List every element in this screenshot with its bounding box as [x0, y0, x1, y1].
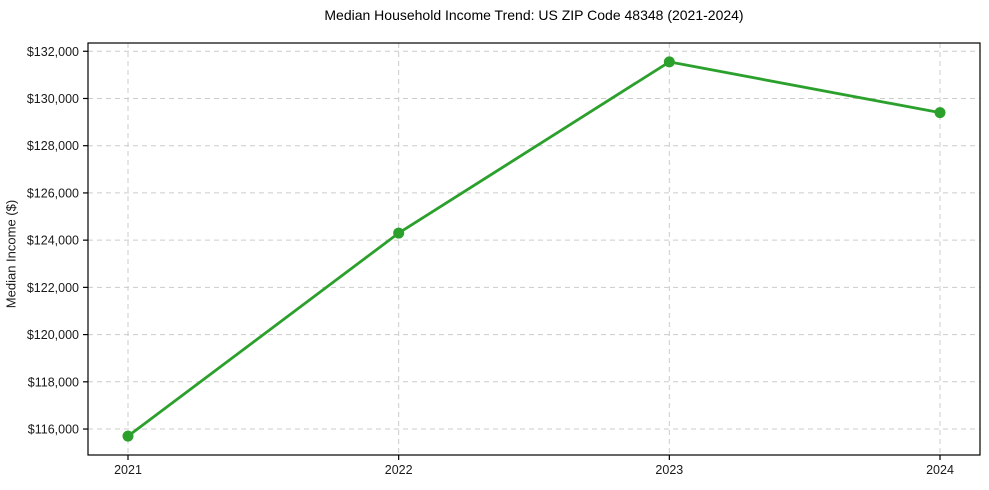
y-tick-label: $130,000 — [27, 92, 79, 106]
x-tick-label: 2023 — [655, 463, 683, 477]
y-tick-label: $126,000 — [27, 186, 79, 200]
y-tick-label: $128,000 — [27, 139, 79, 153]
y-tick-label: $118,000 — [28, 375, 79, 389]
data-point — [122, 430, 134, 442]
data-point — [663, 56, 675, 68]
x-tick-label: 2021 — [114, 463, 142, 477]
data-point — [934, 107, 946, 119]
plot-border — [87, 42, 981, 456]
y-tick-label: $122,000 — [27, 281, 79, 295]
y-tick-label: $124,000 — [27, 234, 79, 248]
x-tick-label: 2024 — [926, 463, 954, 477]
income-trend-line — [126, 60, 942, 438]
data-point — [393, 227, 405, 239]
y-tick-label: $116,000 — [28, 423, 79, 437]
chart-title: Median Household Income Trend: US ZIP Co… — [324, 7, 744, 23]
y-tick-label: $120,000 — [27, 328, 79, 342]
y-tick-label: $132,000 — [27, 45, 79, 59]
x-tick-label: 2022 — [385, 463, 413, 477]
